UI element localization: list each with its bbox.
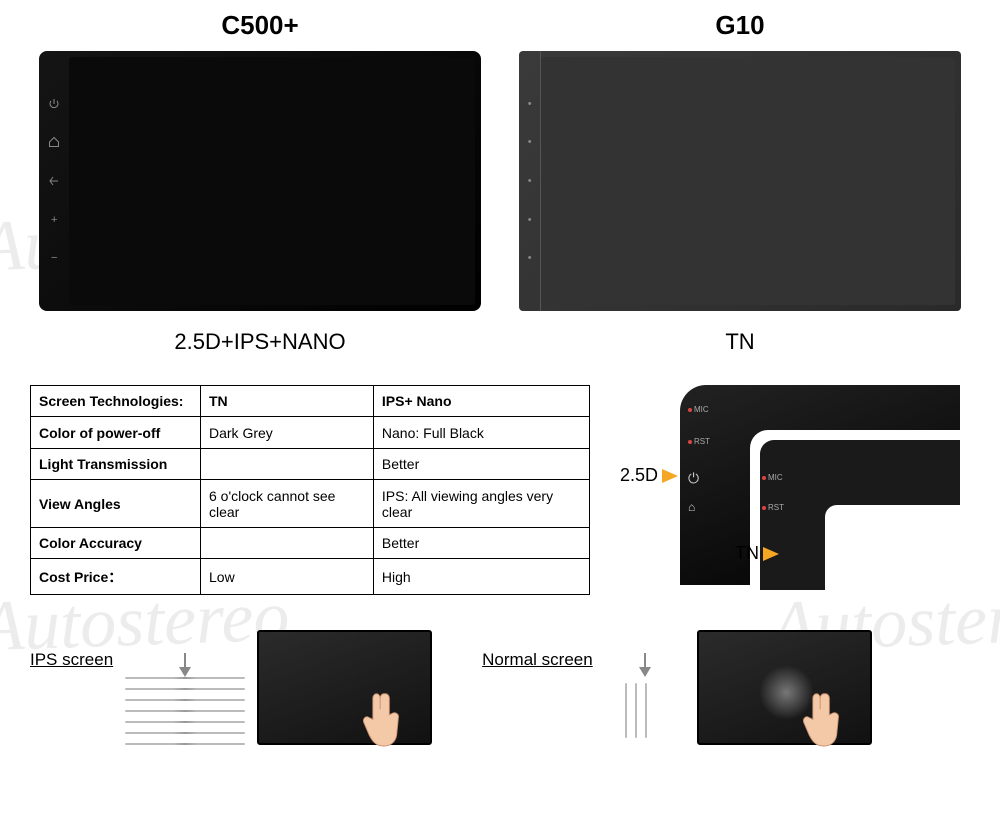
- hand-icon: [360, 686, 415, 751]
- dot-icon: •: [524, 175, 536, 187]
- vol-down-icon: −: [48, 252, 60, 264]
- label-tn: TN: [735, 543, 779, 564]
- home-icon: ⌂: [688, 500, 695, 514]
- power-icon: [48, 98, 60, 110]
- mic-dot-icon: [762, 476, 766, 480]
- product-title-left: C500+: [39, 10, 481, 41]
- arrow-right-icon: [662, 469, 678, 483]
- mic-label-inner: MIC: [768, 473, 783, 482]
- normal-demo: Normal screen: [482, 630, 872, 745]
- table-row: View Angles 6 o'clock cannot see clear I…: [31, 480, 590, 528]
- table-cell: Dark Grey: [201, 417, 374, 448]
- normal-lines: [605, 675, 685, 745]
- device-c500: + −: [39, 51, 481, 311]
- home-icon: [48, 136, 60, 148]
- rst-dot-icon: [762, 506, 766, 510]
- table-cell: Color Accuracy: [31, 527, 201, 558]
- table-cell: Cost Price：: [31, 559, 201, 595]
- normal-label: Normal screen: [482, 650, 593, 670]
- mid-row: Screen Technologies: TN IPS+ Nano Color …: [0, 355, 1000, 595]
- arrow-down-icon: [179, 653, 191, 677]
- product-left: C500+ + − 2.5D+IPS+NANO: [39, 10, 481, 355]
- screen-area: [69, 57, 475, 305]
- table-row: Cost Price： Low High: [31, 559, 590, 595]
- side-buttons-g10: • • • • •: [519, 51, 541, 311]
- dot-icon: •: [524, 98, 536, 110]
- table-cell: 6 o'clock cannot see clear: [201, 480, 374, 528]
- power-icon: ⏻: [688, 470, 699, 487]
- table-header-cell: Screen Technologies:: [31, 386, 201, 417]
- mic-label: MIC: [694, 405, 709, 414]
- device-g10: • • • • •: [519, 51, 961, 311]
- table-cell: Color of power-off: [31, 417, 201, 448]
- table-row: Color Accuracy Better: [31, 527, 590, 558]
- table-header-row: Screen Technologies: TN IPS+ Nano: [31, 386, 590, 417]
- table-cell: Better: [373, 448, 589, 479]
- table-cell: [201, 448, 374, 479]
- ips-label: IPS screen: [30, 650, 113, 670]
- table-header-cell: IPS+ Nano: [373, 386, 589, 417]
- ips-lines: [125, 675, 245, 745]
- vol-up-icon: +: [48, 214, 60, 226]
- screen-area: [541, 57, 955, 305]
- comparison-table: Screen Technologies: TN IPS+ Nano Color …: [30, 385, 590, 595]
- edge-diagram: MIC RST ⏻ ⌂ MIC RST 2.5D TN: [620, 385, 960, 595]
- arrow-right-icon: [763, 547, 779, 561]
- product-row: C500+ + − 2.5D+IPS+NANO G10 • • • • •: [0, 0, 1000, 355]
- table-cell: Low: [201, 559, 374, 595]
- subtitle-left: 2.5D+IPS+NANO: [39, 329, 481, 355]
- label-25d: 2.5D: [620, 465, 678, 486]
- dot-icon: •: [524, 136, 536, 148]
- bottom-row: IPS screen Normal screen: [0, 595, 1000, 745]
- ips-touch-screen: [257, 630, 432, 745]
- rst-dot-icon: [688, 440, 692, 444]
- hand-icon: [800, 686, 855, 751]
- mic-dot-icon: [688, 408, 692, 412]
- subtitle-right: TN: [519, 329, 961, 355]
- arrow-down-icon: [639, 653, 651, 677]
- rst-label: RST: [694, 437, 710, 446]
- table-cell: [201, 527, 374, 558]
- table-row: Light Transmission Better: [31, 448, 590, 479]
- product-right: G10 • • • • • TN: [519, 10, 961, 355]
- frame-cutout: [825, 505, 960, 595]
- table-row: Color of power-off Dark Grey Nano: Full …: [31, 417, 590, 448]
- side-buttons: + −: [39, 51, 69, 311]
- dot-icon: •: [524, 214, 536, 226]
- back-icon: [48, 175, 60, 187]
- rst-label-inner: RST: [768, 503, 784, 512]
- table-cell: Better: [373, 527, 589, 558]
- normal-touch-screen: [697, 630, 872, 745]
- ips-demo: IPS screen: [30, 630, 432, 745]
- product-title-right: G10: [519, 10, 961, 41]
- dot-icon: •: [524, 252, 536, 264]
- table-cell: Nano: Full Black: [373, 417, 589, 448]
- table-cell: IPS: All viewing angles very clear: [373, 480, 589, 528]
- table-header-cell: TN: [201, 386, 374, 417]
- table-cell: Light Transmission: [31, 448, 201, 479]
- table-cell: High: [373, 559, 589, 595]
- table-cell: View Angles: [31, 480, 201, 528]
